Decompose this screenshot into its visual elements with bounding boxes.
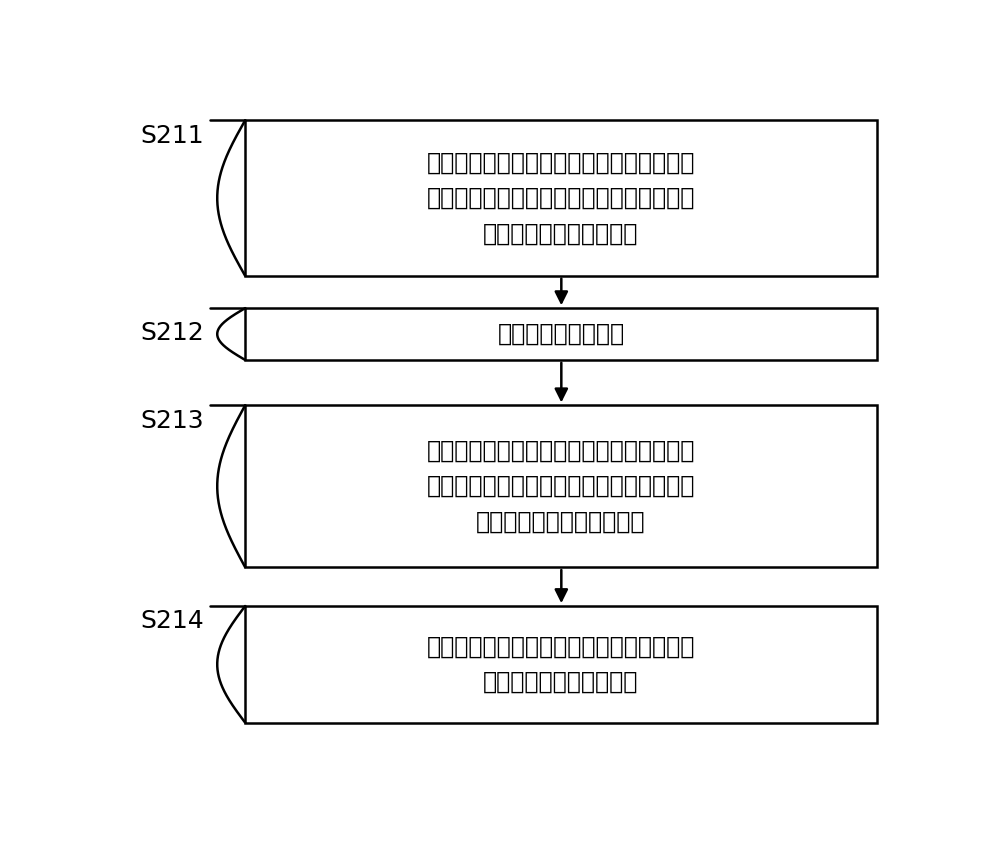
Text: 沿皮带机运行方向在皮带机的任一侧设置光
线发射器，控制所述光线发射器沿垂直于皮
带机运行的方向发射光线: 沿皮带机运行方向在皮带机的任一侧设置光 线发射器，控制所述光线发射器沿垂直于皮 … — [427, 151, 695, 246]
Text: 采集皮带机原始图像: 采集皮带机原始图像 — [497, 322, 624, 346]
FancyBboxPatch shape — [245, 606, 877, 722]
FancyBboxPatch shape — [245, 120, 877, 276]
Text: S213: S213 — [140, 409, 204, 432]
FancyBboxPatch shape — [245, 308, 877, 360]
Text: 将所述实时图像输入所述擕裂检测模型进行
擕裂检测，完成擕裂检测: 将所述实时图像输入所述擕裂检测模型进行 擕裂检测，完成擕裂检测 — [427, 635, 695, 694]
Text: 将所述皮带机原始图像输入擕裂检测网络进
行训练，获取擕裂检测模型，训练步骤包括
：光线特征提取和擕裂识别: 将所述皮带机原始图像输入擕裂检测网络进 行训练，获取擕裂检测模型，训练步骤包括 … — [427, 439, 695, 534]
Text: S212: S212 — [140, 321, 204, 345]
Text: S214: S214 — [140, 609, 204, 633]
Text: S211: S211 — [140, 124, 204, 147]
FancyBboxPatch shape — [245, 405, 877, 567]
